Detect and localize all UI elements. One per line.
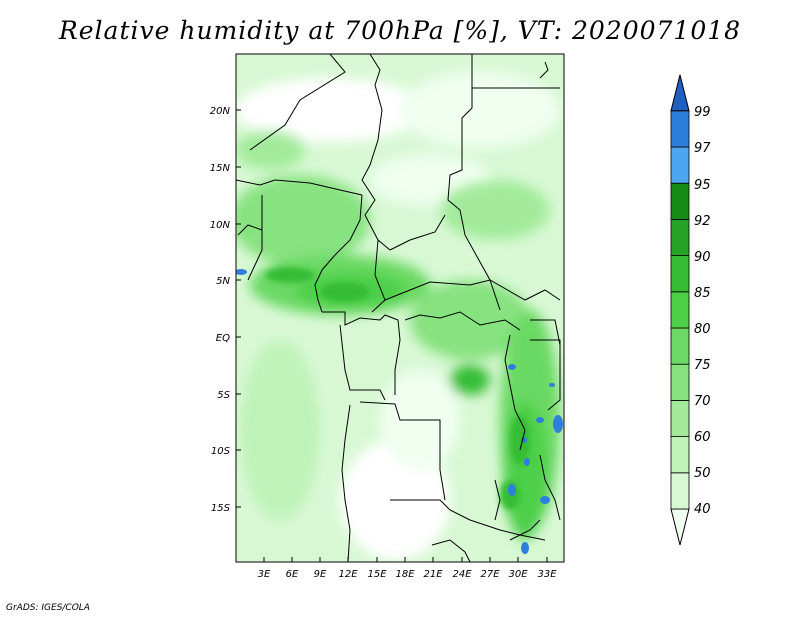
lon-label: 9E [314,569,327,580]
map-title: Relative humidity at 700hPa [%], VT: 202… [58,16,742,45]
colorbar-label: 99 [694,105,711,120]
lon-label: 30E [508,569,528,580]
colorbar-label: 90 [694,250,711,265]
footer-credit: GrADS: IGES/COLA [6,603,90,613]
lat-label: 5S [217,390,230,401]
colorbar-label: 70 [694,394,711,409]
lat-label: 15N [210,163,231,174]
lat-label: 15S [211,503,231,514]
colorbar-swatch [670,146,690,184]
colorbar-label: 50 [694,466,711,481]
axis-ticks [236,109,548,562]
lon-label: 15E [367,569,387,580]
colorbar-upper-arrow [670,74,690,112]
colorbar-label: 92 [694,214,711,229]
colorbar-label: 80 [694,322,711,337]
colorbar-lower-arrow [670,508,690,546]
lon-label: 33E [537,569,557,580]
lat-label: 10S [211,446,231,457]
country-borders [236,54,561,562]
colorbar-swatch [670,436,690,474]
lon-label: 6E [286,569,299,580]
colorbar-label: 40 [694,502,711,517]
longitude-axis: 3E 6E 9E 12E 15E 18E 21E 24E 27E 30E 33E [258,569,558,580]
map-frame [235,53,565,563]
lat-label: 5N [216,276,230,287]
colorbar-swatch [670,363,690,401]
colorbar [670,74,690,546]
colorbar-swatch [670,399,690,437]
latitude-axis: 20N 15N 10N 5N EQ 5S 10S 15S [210,106,231,514]
colorbar-label: 85 [694,286,711,301]
humidity-field [236,54,564,562]
colorbar-label: 75 [694,358,711,373]
lat-label: EQ [216,333,230,344]
lon-label: 18E [395,569,415,580]
colorbar-swatch [670,472,690,510]
colorbar-labels: 40 50 60 70 75 80 85 90 92 95 97 99 [694,105,711,517]
colorbar-swatch [670,327,690,365]
lon-label: 21E [423,569,443,580]
colorbar-swatch [670,182,690,220]
lon-label: 3E [258,569,271,580]
lon-label: 12E [338,569,358,580]
colorbar-label: 95 [694,178,711,193]
colorbar-swatch [670,218,690,256]
lat-label: 10N [210,220,231,231]
lat-label: 20N [210,106,231,117]
colorbar-swatch [670,255,690,293]
colorbar-label: 97 [694,141,711,156]
colorbar-label: 60 [694,430,711,445]
lon-label: 27E [480,569,500,580]
colorbar-swatch [670,291,690,329]
lon-label: 24E [452,569,472,580]
colorbar-swatch [670,110,690,148]
